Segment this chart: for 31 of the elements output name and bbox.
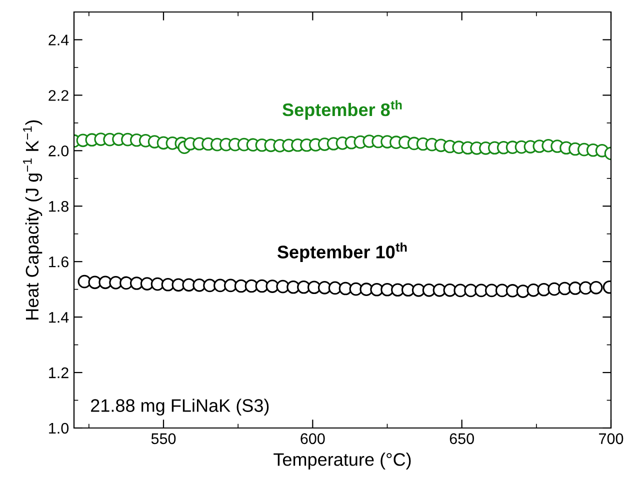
y-axis-title: Heat Capacity (J g$^{−1}$ K$^{−1}$) — [23, 120, 42, 320]
y-tick-label: 1.4 — [49, 312, 69, 323]
x-tick-label: 700 — [599, 433, 624, 444]
x-tick-label: 650 — [450, 433, 474, 444]
point — [370, 282, 384, 296]
point — [464, 284, 478, 298]
x-tick-label: 600 — [300, 433, 325, 444]
point — [130, 276, 144, 290]
x-axis-title: Temperature (°C) — [274, 452, 411, 470]
point — [140, 277, 154, 290]
y-tick-label: 1.8 — [49, 201, 68, 212]
point — [506, 284, 520, 298]
y-tick-label: 2.4 — [48, 34, 69, 46]
point — [558, 282, 572, 296]
y-tick-label: 2.2 — [48, 90, 68, 101]
y-tick-label: 1.2 — [49, 367, 68, 378]
point — [516, 284, 530, 298]
y-tick-label: 1.6 — [49, 256, 68, 268]
point — [318, 281, 332, 294]
series-label: September 10$^{th}$ — [277, 242, 407, 262]
y-tick-label: 2.0 — [48, 146, 69, 156]
series-label: September 8$^{th}$ — [282, 100, 402, 120]
annotation: 21.88 mg FLiNaK (S3) — [91, 398, 269, 416]
point — [432, 284, 446, 297]
x-tick-label: 550 — [151, 433, 176, 444]
point — [286, 280, 300, 294]
point — [589, 281, 603, 294]
y-tick-label: 1.0 — [49, 422, 69, 434]
point — [474, 284, 488, 298]
point — [422, 284, 436, 297]
point — [412, 284, 426, 297]
